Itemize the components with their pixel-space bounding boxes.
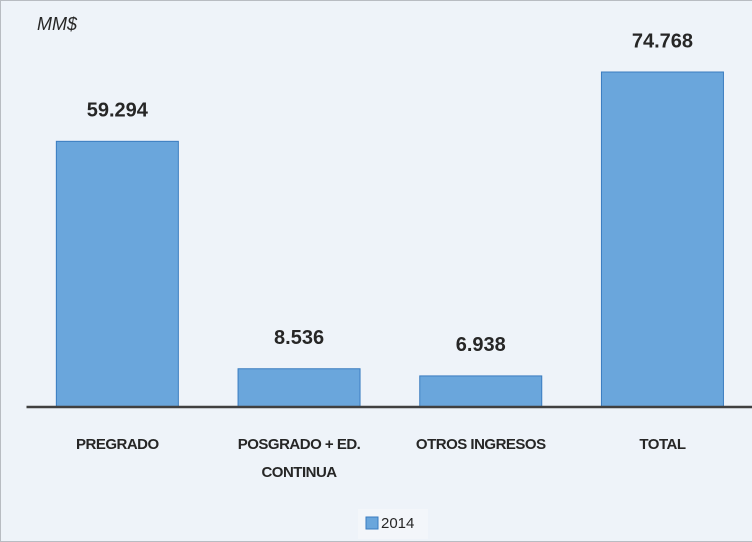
x-tick-label: TOTAL (639, 436, 685, 453)
x-tick-label: POSGRADO + ED. CONTINUA (238, 436, 361, 481)
bar (600, 71, 724, 408)
x-tick-label: OTROS INGRESOS (416, 436, 546, 453)
data-label: 59.294 (87, 100, 149, 122)
bar (237, 368, 361, 408)
data-label: 6.938 (456, 334, 506, 356)
x-tick-label-line: POSGRADO + ED. (238, 436, 361, 453)
bar (419, 375, 543, 408)
y-axis-label: MM$ (37, 14, 78, 34)
legend-swatch (365, 516, 379, 530)
legend-label: 2014 (381, 515, 414, 532)
bar (55, 140, 179, 408)
x-tick-label: PREGRADO (76, 436, 160, 453)
data-label: 74.768 (632, 30, 693, 52)
x-tick-label-line: CONTINUA (261, 464, 337, 481)
data-label: 8.536 (274, 327, 324, 349)
